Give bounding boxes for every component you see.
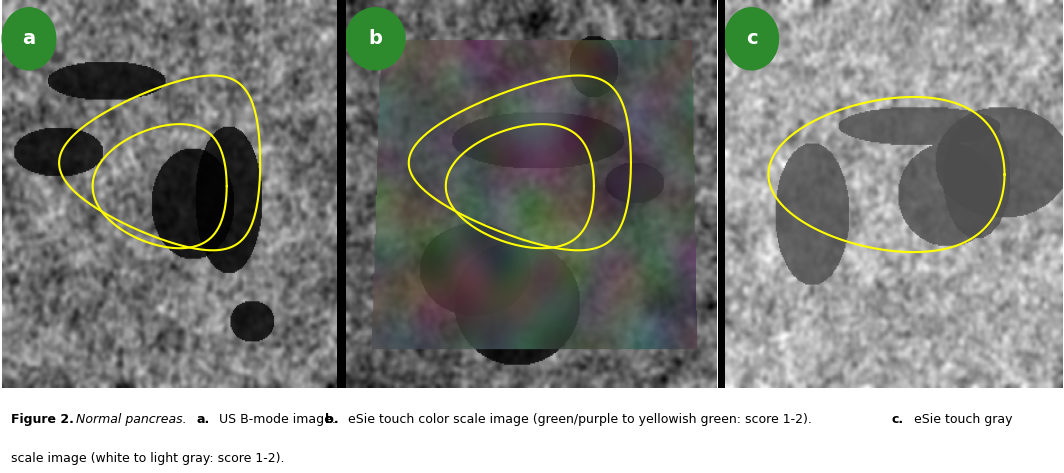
Circle shape [2, 8, 55, 70]
Text: c: c [746, 29, 758, 48]
Text: Normal pancreas.: Normal pancreas. [72, 412, 190, 426]
Text: Figure 2.: Figure 2. [11, 412, 73, 426]
Text: b: b [368, 29, 382, 48]
Text: eSie touch gray: eSie touch gray [910, 412, 1012, 426]
Text: b.: b. [325, 412, 338, 426]
Text: eSie touch color scale image (green/purple to yellowish green: score 1-2).: eSie touch color scale image (green/purp… [344, 412, 815, 426]
Text: c.: c. [892, 412, 903, 426]
Text: scale image (white to light gray: score 1-2).: scale image (white to light gray: score … [11, 452, 284, 464]
Text: US B-mode image.: US B-mode image. [215, 412, 339, 426]
Circle shape [346, 8, 405, 70]
Text: a.: a. [197, 412, 210, 426]
Text: a: a [22, 29, 35, 48]
Circle shape [725, 8, 779, 70]
